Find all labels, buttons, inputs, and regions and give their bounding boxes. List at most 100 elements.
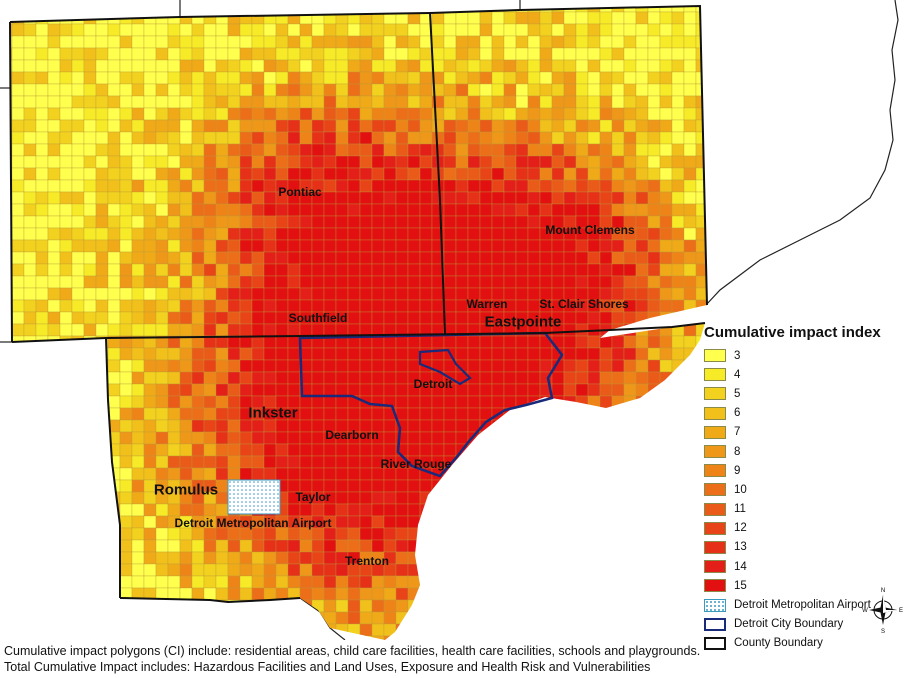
impact-polygon [467,539,481,553]
impact-polygon [119,395,133,409]
impact-polygon [251,323,265,337]
impact-polygon [47,491,61,505]
impact-polygon [23,47,37,61]
impact-polygon [335,107,349,121]
impact-polygon [239,287,253,301]
impact-polygon [143,6,157,13]
impact-polygon [263,635,277,640]
impact-polygon [227,371,241,385]
impact-polygon [35,83,49,97]
impact-polygon [551,191,565,205]
impact-polygon [251,71,265,85]
impact-polygon [119,407,133,421]
impact-polygon [515,179,529,193]
impact-polygon [419,311,433,325]
impact-polygon [659,479,673,493]
impact-polygon [587,515,601,529]
impact-polygon [203,227,217,241]
impact-polygon [503,515,517,529]
impact-polygon [623,251,637,265]
impact-polygon [47,107,61,121]
impact-polygon [491,179,505,193]
impact-polygon [575,155,589,169]
impact-polygon [683,191,697,205]
impact-polygon [635,431,649,445]
impact-polygon [551,11,565,25]
impact-polygon [455,527,469,541]
impact-polygon [479,191,493,205]
impact-polygon [359,611,373,625]
impact-polygon [623,23,637,37]
impact-polygon [95,83,109,97]
impact-polygon [119,6,133,13]
impact-polygon [179,419,193,433]
impact-polygon [383,119,397,133]
impact-polygon [563,107,577,121]
impact-polygon [227,623,241,637]
impact-polygon [359,95,373,109]
impact-polygon [119,131,133,145]
impact-polygon [47,299,61,313]
impact-polygon [11,407,25,421]
legend-item: 14 [704,557,904,576]
impact-polygon [611,479,625,493]
impact-polygon [59,167,73,181]
impact-polygon [491,191,505,205]
impact-polygon [455,503,469,517]
impact-polygon [395,227,409,241]
impact-polygon [167,407,181,421]
impact-polygon [203,179,217,193]
impact-polygon [455,107,469,121]
impact-polygon [611,419,625,433]
impact-polygon [671,275,685,289]
impact-polygon [539,251,553,265]
impact-polygon [215,167,229,181]
impact-polygon [83,203,97,217]
impact-polygon [635,503,649,517]
impact-polygon [107,227,121,241]
impact-polygon [323,83,337,97]
impact-polygon [227,215,241,229]
impact-polygon [563,335,577,349]
impact-polygon [395,191,409,205]
impact-polygon [263,263,277,277]
impact-polygon [107,599,121,613]
impact-polygon [167,323,181,337]
impact-polygon [107,275,121,289]
impact-polygon [143,263,157,277]
impact-polygon [647,251,661,265]
impact-polygon [11,275,25,289]
impact-polygon [395,563,409,577]
impact-polygon [419,431,433,445]
impact-polygon [635,635,649,640]
impact-polygon [299,35,313,49]
impact-polygon [659,95,673,109]
impact-polygon [539,107,553,121]
impact-polygon [455,11,469,25]
impact-polygon [323,599,337,613]
impact-polygon [671,287,685,301]
impact-polygon [10,6,13,13]
impact-polygon [683,143,697,157]
impact-polygon [119,575,133,589]
impact-polygon [83,599,97,613]
impact-polygon [311,407,325,421]
impact-polygon [527,299,541,313]
impact-polygon [395,407,409,421]
impact-polygon [383,479,397,493]
impact-polygon [275,359,289,373]
impact-polygon [659,407,673,421]
impact-polygon [203,407,217,421]
impact-polygon [311,371,325,385]
impact-polygon [383,191,397,205]
impact-polygon [455,47,469,61]
impact-polygon [467,119,481,133]
impact-polygon [71,443,85,457]
impact-polygon [347,6,361,13]
impact-polygon [575,551,589,565]
impact-polygon [551,575,565,589]
impact-polygon [275,203,289,217]
impact-polygon [708,24,720,36]
impact-polygon [131,71,145,85]
impact-polygon [527,143,541,157]
